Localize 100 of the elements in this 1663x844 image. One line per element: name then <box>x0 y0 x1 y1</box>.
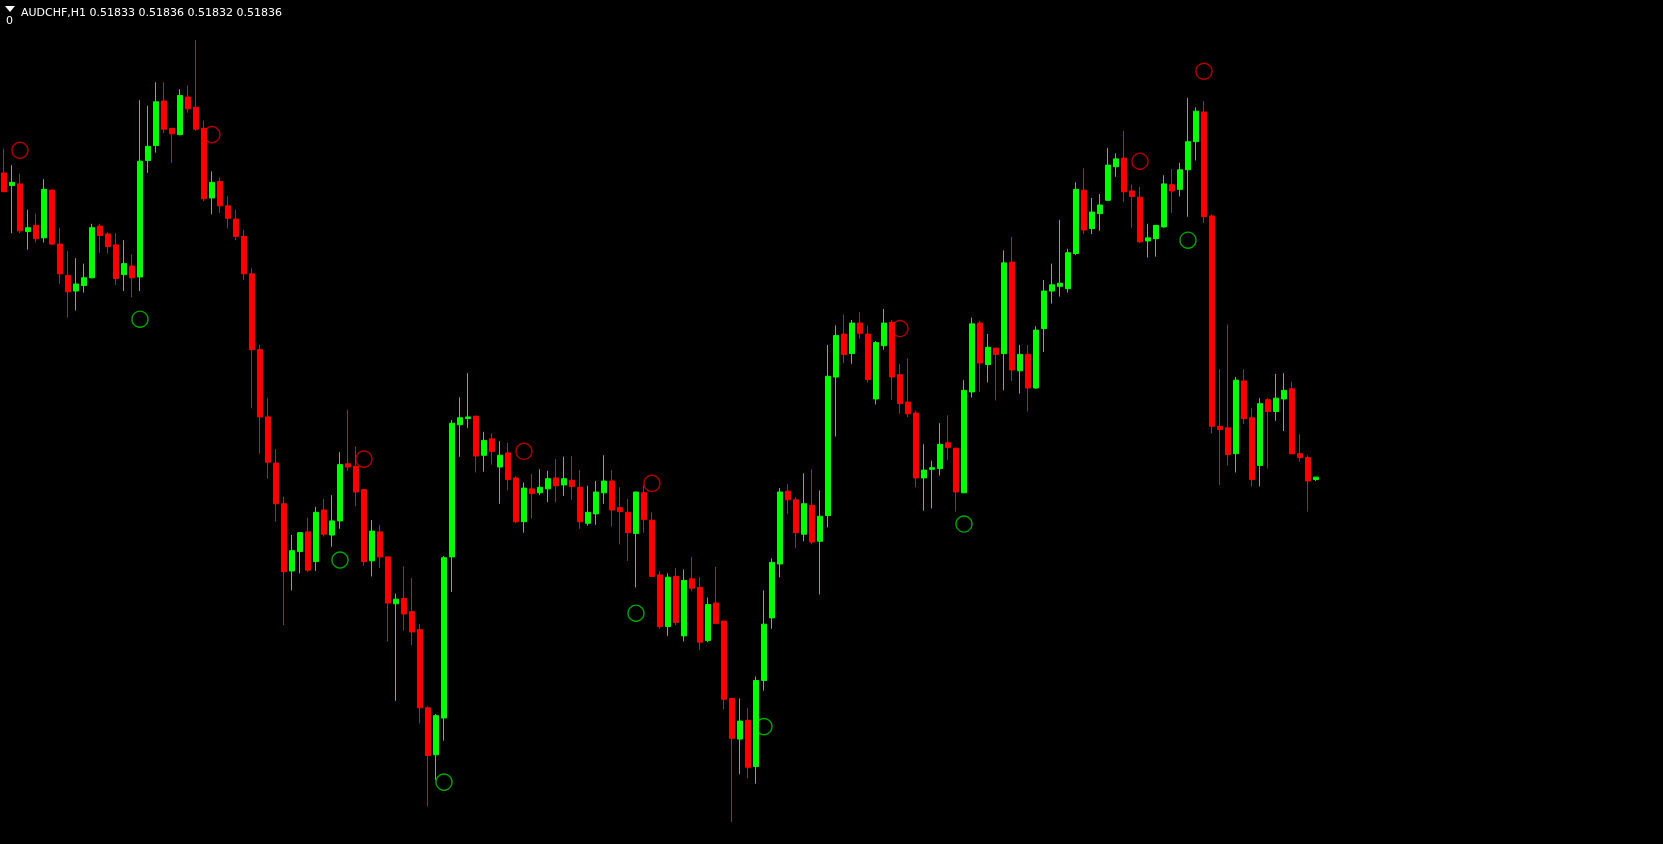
candlestick <box>1105 147 1111 201</box>
candlestick <box>305 517 311 573</box>
candlestick <box>1257 397 1263 488</box>
candlestick <box>137 99 143 292</box>
candlestick <box>1281 372 1287 432</box>
candlestick <box>1185 97 1191 218</box>
text: 0 <box>6 14 13 27</box>
candlestick <box>681 568 687 642</box>
candlestick <box>273 448 279 523</box>
candlestick <box>1145 223 1151 258</box>
candlestick <box>1025 344 1031 412</box>
candlestick <box>1233 376 1239 473</box>
candlestick <box>673 567 679 626</box>
candlestick <box>1129 184 1135 229</box>
candlestick <box>1249 407 1255 488</box>
candlestick <box>281 496 287 626</box>
candlestick <box>953 447 959 513</box>
candlestick <box>561 456 567 497</box>
point <box>435 773 453 791</box>
candlestick <box>113 232 119 286</box>
candlestick <box>177 88 183 136</box>
candlestick <box>49 188 55 246</box>
candlestick <box>913 410 919 488</box>
candlestick <box>465 372 471 429</box>
candlestick <box>1177 162 1183 197</box>
candlestick <box>809 468 815 545</box>
point <box>643 474 661 493</box>
candlestick <box>265 397 271 480</box>
candlestick <box>529 473 535 520</box>
candlestick <box>1 148 7 193</box>
candlestick <box>545 470 551 503</box>
candlestick <box>249 267 255 409</box>
candlestick <box>1313 476 1319 482</box>
candlestick <box>97 223 103 254</box>
candlestick <box>417 623 423 724</box>
candlestick <box>641 485 647 534</box>
candlestick <box>889 319 895 401</box>
candlestick <box>625 498 631 562</box>
candlestick <box>433 713 439 781</box>
candlestick <box>65 250 71 319</box>
candlestick <box>217 177 223 214</box>
candlestick <box>817 489 823 595</box>
candlestick <box>1225 324 1231 466</box>
candlestick <box>1273 373 1279 422</box>
point <box>955 515 973 533</box>
candlestick <box>785 483 791 515</box>
candlestick <box>1289 381 1295 455</box>
candlestick <box>145 105 151 174</box>
candlestick <box>849 319 855 365</box>
candlestick <box>57 227 63 285</box>
candlestick <box>345 409 351 472</box>
candlestick <box>425 705 431 807</box>
candlestick <box>209 170 215 215</box>
candlestick <box>761 590 767 692</box>
candlestick <box>585 485 591 527</box>
candlestick <box>729 697 735 823</box>
candlestick <box>777 487 783 578</box>
point <box>131 310 149 328</box>
candlestick <box>505 442 511 491</box>
candlestick <box>721 620 727 710</box>
candlestick <box>289 534 295 592</box>
candlestick <box>41 178 47 244</box>
candlestick <box>825 344 831 528</box>
candlestick <box>1017 344 1023 394</box>
candlestick <box>1081 167 1087 235</box>
candlestick <box>665 572 671 637</box>
candlestick <box>1089 197 1095 235</box>
candlestick <box>353 446 359 507</box>
candlestick <box>937 422 943 477</box>
candlestick <box>769 557 775 630</box>
candlestick <box>481 431 487 473</box>
candlestick <box>1033 325 1039 390</box>
candlestick <box>185 84 191 114</box>
candlestick <box>169 127 175 164</box>
candlestick <box>1217 368 1223 486</box>
candlestick <box>1057 219 1063 297</box>
candlestick <box>737 697 743 775</box>
point <box>627 604 645 622</box>
candlestick <box>225 195 231 229</box>
candlestick <box>713 566 719 624</box>
candlestick <box>321 498 327 538</box>
point <box>11 141 29 159</box>
point <box>1179 231 1197 249</box>
candlestick <box>457 396 463 458</box>
candlestick <box>1153 224 1159 258</box>
candlestick <box>1161 174 1167 229</box>
candlestick <box>1297 433 1303 462</box>
candlestick <box>1009 236 1015 382</box>
candlestick <box>233 209 239 241</box>
candlestick <box>593 480 599 526</box>
candlestick <box>609 469 615 527</box>
candlestick <box>985 333 991 384</box>
candlestick <box>473 415 479 473</box>
candlestick <box>489 432 495 466</box>
candlestick <box>257 344 263 455</box>
candlestick <box>553 458 559 503</box>
candlestick <box>993 347 999 401</box>
point <box>1195 62 1213 80</box>
candlestick <box>537 468 543 496</box>
candlestick <box>865 324 871 384</box>
